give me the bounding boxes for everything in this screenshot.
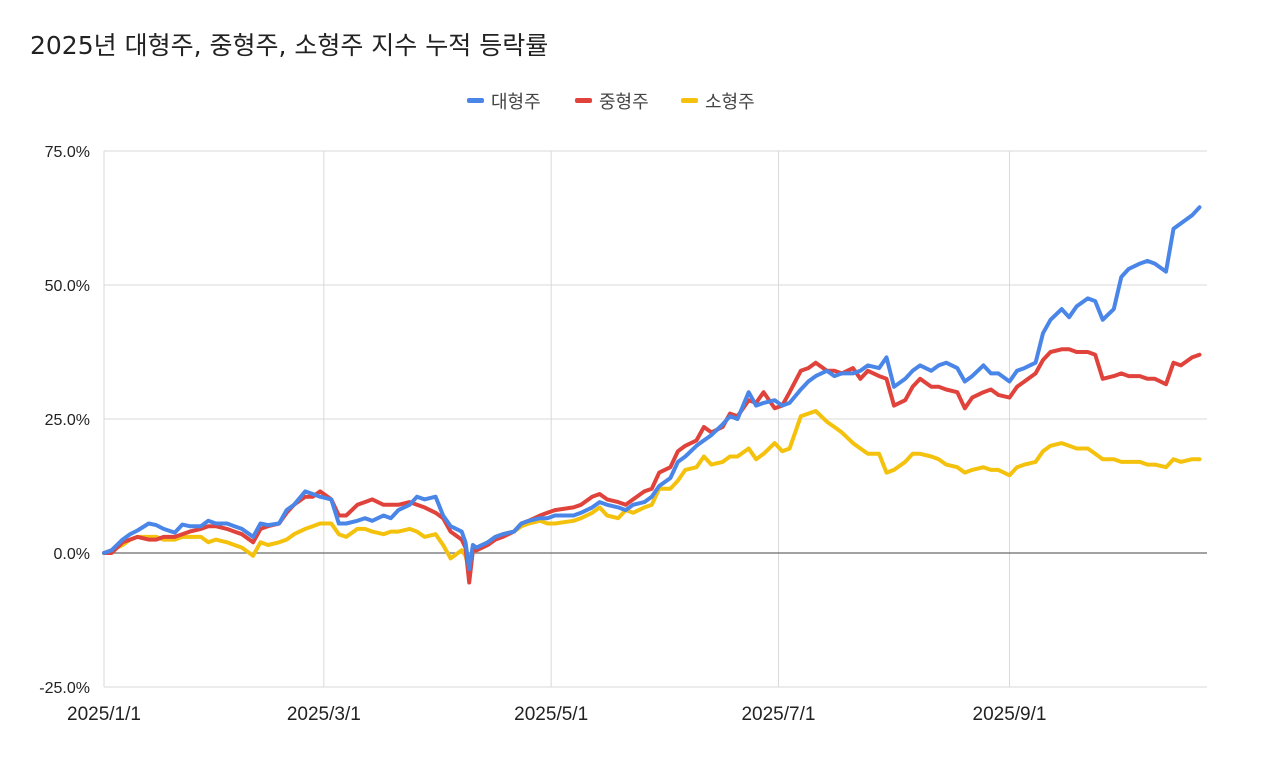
series-lines: [102, 205, 1202, 585]
y-tick-label: -25.0%: [39, 680, 90, 697]
series-line-2: [102, 347, 1202, 585]
x-tick-label: 2025/7/1: [741, 704, 815, 725]
legend-swatch: [681, 98, 698, 103]
legend-swatch: [467, 98, 484, 103]
y-tick-label: 75.0%: [45, 144, 90, 161]
y-tick-label: 0.0%: [54, 546, 90, 563]
legend-swatch: [575, 98, 592, 103]
chart-title: 2025년 대형주, 중형주, 소형주 지수 누적 등락률: [30, 31, 549, 60]
legend-label: 중형주: [599, 92, 649, 113]
y-tick-label: 50.0%: [45, 278, 90, 295]
legend: 대형주 중형주 소형주: [467, 92, 755, 113]
grid: [103, 150, 1207, 688]
x-tick-label: 2025/5/1: [514, 704, 588, 725]
y-tick-label: 25.0%: [45, 412, 90, 429]
legend-label: 대형주: [491, 92, 541, 113]
legend-label: 소형주: [705, 92, 755, 113]
x-tick-label: 2025/3/1: [287, 704, 361, 725]
x-tick-label: 2025/9/1: [973, 704, 1047, 725]
series-line-3: [102, 409, 1202, 572]
series-line-1: [102, 205, 1202, 572]
x-tick-label: 2025/1/1: [67, 704, 141, 725]
axis-labels: 75.0% 50.0% 25.0% 0.0% -25.0% 2025/1/1 2025/3/…: [39, 144, 1046, 725]
